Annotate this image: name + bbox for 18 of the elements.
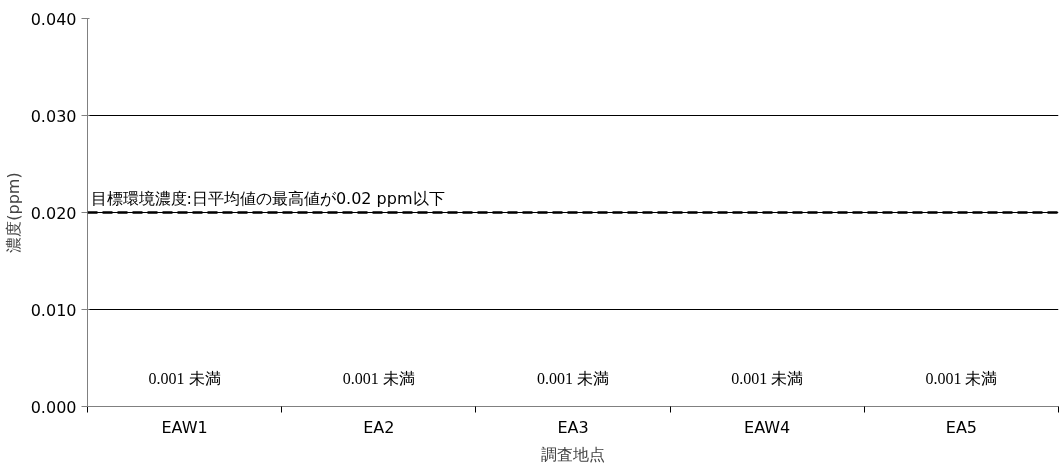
x-tick-label: EA2 bbox=[363, 417, 395, 437]
y-tick-label: 0.020 bbox=[30, 203, 77, 223]
y-tick-label: 0.040 bbox=[30, 9, 77, 29]
x-tick-label: EAW4 bbox=[744, 417, 791, 437]
text: 0.001 未満 bbox=[148, 369, 221, 387]
x-tick-label: EAW1 bbox=[161, 417, 208, 437]
y-tick-label: 0.010 bbox=[30, 300, 77, 320]
text: 0.001 未満 bbox=[925, 369, 998, 387]
text: 0.001 未満 bbox=[731, 369, 804, 387]
text: 0.001 未満 bbox=[342, 369, 415, 387]
x-tick-label: EA3 bbox=[557, 417, 589, 437]
y-axis-title: 濃度(ppm) bbox=[3, 172, 23, 253]
text: 0.001 未満 bbox=[537, 369, 609, 387]
y-tick-label: 0.030 bbox=[30, 106, 77, 126]
x-axis-title: 調査地点 bbox=[541, 444, 605, 464]
x-tick-label: EA5 bbox=[945, 417, 978, 437]
ref-line-label: 目標環境濃度:日平均値の最高値が0.02 ppm以下 bbox=[90, 188, 445, 208]
y-tick-label: 0.000 bbox=[30, 397, 77, 417]
